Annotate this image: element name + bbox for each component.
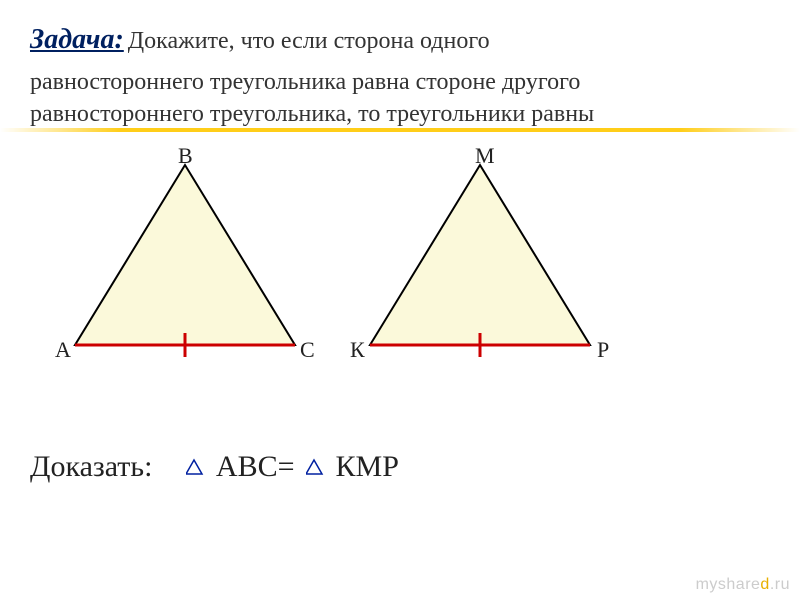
vertex-c: С <box>300 337 315 363</box>
task-label: Задача: <box>30 24 124 55</box>
proof-label: Доказать: <box>30 450 152 483</box>
proof-rhs: КМР <box>336 450 399 483</box>
vertex-b: В <box>178 143 193 169</box>
highlight-underline <box>0 128 800 132</box>
triangle-symbol-icon <box>306 458 324 476</box>
task-header: Задача: Докажите, что если сторона одног… <box>0 0 800 66</box>
vertex-k: К <box>350 337 365 363</box>
task-line-2: равностороннего треугольника равна сторо… <box>0 66 800 98</box>
vertex-a: А <box>55 337 71 363</box>
watermark-post: .ru <box>770 576 790 593</box>
proof-statement: Доказать: АВС= КМР <box>30 450 399 484</box>
watermark-accent: d <box>760 576 769 593</box>
triangles-svg <box>0 145 800 425</box>
triangle-abc <box>75 165 295 345</box>
diagram-area: А В С К М Р <box>0 145 800 425</box>
watermark: myshared.ru <box>696 576 790 594</box>
vertex-m: М <box>475 143 495 169</box>
triangle-symbol-icon <box>186 458 204 476</box>
vertex-p: Р <box>597 337 609 363</box>
task-text-inline: Докажите, что если сторона одного <box>128 28 490 54</box>
watermark-pre: myshare <box>696 576 761 593</box>
triangle-kmp <box>370 165 590 345</box>
proof-lhs: АВС= <box>216 450 295 483</box>
task-line-3: равностороннего треугольника, то треугол… <box>0 98 800 130</box>
